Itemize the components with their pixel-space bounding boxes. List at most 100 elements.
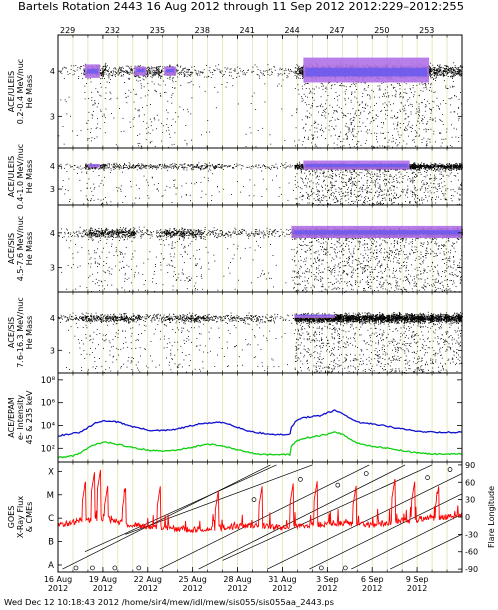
scatter-point (117, 166, 118, 168)
scatter-point (302, 74, 304, 76)
scatter-point (281, 69, 282, 70)
scatter-point (154, 89, 156, 91)
scatter-point (120, 71, 122, 73)
scatter-point (158, 74, 160, 76)
scatter-point (436, 75, 437, 77)
scatter-point (179, 74, 180, 76)
scatter-point (431, 118, 433, 120)
scatter-point (140, 166, 142, 168)
scatter-point (174, 165, 175, 167)
scatter-point (397, 144, 399, 146)
scatter-point (392, 146, 393, 148)
scatter-point (201, 134, 202, 136)
scatter-point (430, 76, 431, 77)
scatter-point (350, 122, 352, 124)
scatter-point (394, 87, 396, 88)
scatter-point (454, 74, 455, 76)
scatter-point (458, 98, 460, 100)
scatter-point (100, 75, 102, 77)
scatter-point (163, 165, 165, 167)
scatter-point (442, 124, 444, 125)
scatter-point (134, 93, 136, 95)
scatter-point (328, 113, 329, 115)
scatter-point (179, 72, 181, 74)
scatter-point (452, 67, 453, 69)
scatter-point (139, 65, 141, 67)
scatter-point (431, 74, 433, 75)
scatter-point (84, 85, 86, 87)
scatter-point (311, 92, 313, 94)
scatter-point (166, 185, 168, 187)
scatter-point (151, 81, 153, 83)
scatter-point (242, 73, 244, 75)
scatter-point (310, 114, 312, 116)
scatter-point (421, 120, 423, 122)
scatter-point (130, 181, 132, 182)
scatter-point (152, 168, 153, 170)
y-tick-label: 3 (50, 112, 55, 121)
scatter-point (454, 70, 456, 72)
scatter-point (85, 63, 86, 65)
scatter-point (410, 111, 412, 113)
scatter-point (102, 165, 104, 166)
scatter-point (191, 66, 193, 68)
scatter-point (308, 104, 310, 105)
scatter-point (128, 168, 129, 169)
scatter-point (102, 164, 104, 165)
scatter-point (322, 130, 323, 131)
scatter-point (305, 124, 307, 125)
scatter-point (96, 127, 98, 129)
scatter-point (450, 72, 452, 74)
scatter-point (85, 164, 86, 166)
scatter-point (76, 166, 78, 168)
scatter-point (255, 146, 257, 148)
scatter-point (384, 102, 386, 104)
scatter-point (354, 91, 356, 93)
scatter-point (436, 69, 438, 70)
scatter-point (455, 96, 457, 98)
scatter-point (277, 75, 279, 77)
scatter-point (88, 167, 90, 168)
scatter-point (301, 144, 303, 146)
scatter-point (68, 96, 70, 98)
scatter-point (102, 73, 104, 75)
scatter-point (162, 70, 164, 72)
scatter-point (93, 111, 94, 112)
scatter-point (416, 132, 418, 134)
scatter-point (313, 99, 315, 101)
scatter-point (455, 68, 457, 70)
scatter-point (131, 72, 133, 74)
scatter-point (387, 105, 389, 107)
scatter-point (103, 170, 105, 171)
scatter-point (426, 123, 428, 125)
scatter-point (165, 130, 167, 132)
scatter-point (428, 129, 429, 130)
scatter-point (223, 74, 225, 75)
scatter-point (73, 73, 75, 75)
scatter-point (113, 164, 115, 165)
scatter-point (155, 165, 157, 167)
scatter-point (368, 85, 369, 86)
scatter-point (296, 76, 298, 78)
scatter-point (430, 128, 432, 130)
scatter-point (127, 168, 129, 170)
scatter-point (433, 72, 435, 74)
scatter-point (160, 94, 162, 96)
scatter-point (337, 147, 339, 148)
scatter-point (250, 132, 252, 134)
scatter-point (403, 110, 405, 112)
scatter-point (340, 85, 342, 87)
scatter-point (136, 165, 138, 166)
scatter-point (421, 82, 423, 84)
scatter-point (243, 70, 244, 71)
scatter-point (352, 128, 353, 130)
scatter-point (308, 138, 309, 140)
scatter-point (350, 99, 352, 101)
scatter-point (350, 113, 351, 115)
scatter-point (296, 68, 298, 70)
scatter-point (397, 131, 399, 133)
scatter-point (297, 73, 299, 75)
scatter-point (384, 146, 386, 148)
scatter-point (102, 73, 104, 75)
scatter-point (433, 79, 434, 80)
